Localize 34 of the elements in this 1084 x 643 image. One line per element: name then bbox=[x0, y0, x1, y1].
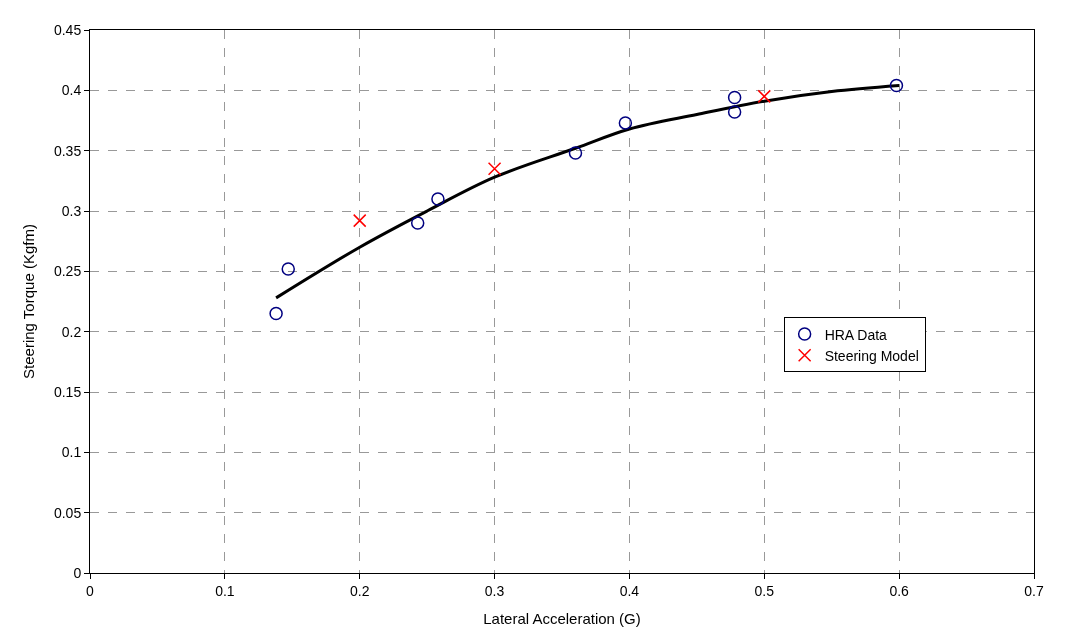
x-tick-label: 0.6 bbox=[889, 582, 910, 599]
point bbox=[889, 78, 904, 93]
point bbox=[487, 162, 502, 176]
point bbox=[727, 105, 742, 119]
y-axis-title: Steering Torque (Kgfm) bbox=[20, 224, 38, 379]
y-tick-label: 0.35 bbox=[53, 142, 82, 159]
x-tick-label: 0.5 bbox=[754, 582, 775, 599]
x-tick-label: 0 bbox=[86, 582, 95, 599]
x-tick-label: 0.2 bbox=[349, 582, 370, 599]
y-tick-label: 0.05 bbox=[53, 504, 82, 521]
x-axis-title: Lateral Acceleration (G) bbox=[483, 609, 641, 627]
y-tick-label: 0.1 bbox=[61, 444, 82, 461]
point bbox=[410, 216, 425, 230]
y-tick-label: 0.45 bbox=[53, 21, 82, 38]
point bbox=[727, 90, 742, 105]
legend-label: HRA Data bbox=[824, 326, 888, 343]
point bbox=[269, 306, 283, 321]
point bbox=[431, 192, 445, 206]
y-tick-label: 0.2 bbox=[61, 323, 82, 340]
point bbox=[281, 262, 295, 276]
x-tick-label: 0.4 bbox=[619, 582, 640, 599]
y-tick-label: 0.3 bbox=[61, 202, 82, 219]
x-tick-label: 0.3 bbox=[484, 582, 505, 599]
point bbox=[352, 213, 367, 228]
y-tick-label: 0 bbox=[73, 564, 82, 581]
point bbox=[757, 89, 772, 104]
legend-label: Steering Model bbox=[824, 347, 919, 364]
y-tick-label: 0.25 bbox=[53, 263, 82, 280]
point bbox=[618, 116, 633, 130]
x-tick-label: 0.1 bbox=[215, 582, 235, 599]
y-tick-label: 0.15 bbox=[53, 383, 82, 400]
x-tick-label: 0.7 bbox=[1024, 582, 1044, 599]
point bbox=[568, 146, 583, 160]
y-tick-label: 0.4 bbox=[61, 82, 82, 99]
